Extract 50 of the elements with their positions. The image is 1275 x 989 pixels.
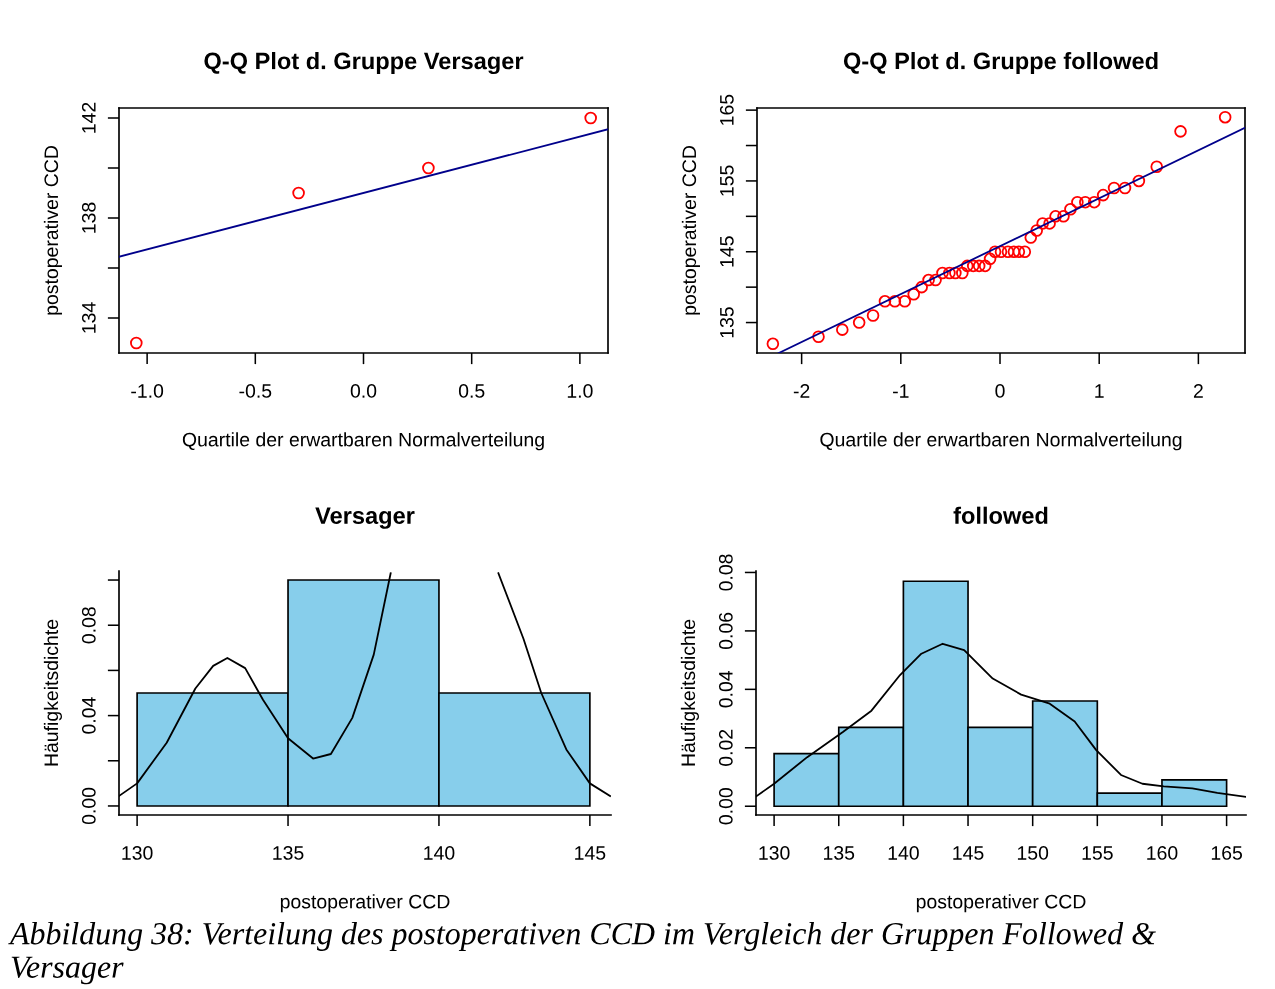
x-tick-label: 150 bbox=[1017, 846, 1049, 860]
x-axis-title: Quartile der erwartbaren Normalverteilung bbox=[820, 432, 1182, 451]
x-axis-title: postoperativer CCD bbox=[280, 894, 450, 913]
x-tick-label: 1 bbox=[1095, 384, 1104, 398]
x-tick-label: 135 bbox=[273, 846, 304, 860]
x-tick-label: 0 bbox=[995, 384, 1005, 398]
x-tick-label: 0.0 bbox=[350, 384, 377, 398]
y-tick-label: 145 bbox=[720, 236, 734, 267]
y-tick-label: 0.04 bbox=[718, 670, 733, 708]
x-tick-label: -1.0 bbox=[131, 384, 164, 398]
x-tick-label: 130 bbox=[122, 846, 153, 860]
x-tick-label: 165 bbox=[1211, 846, 1243, 860]
chart-title: Versager bbox=[315, 507, 415, 529]
x-tick-label: 2 bbox=[1193, 384, 1203, 398]
y-axis-title: Häufigkeitsdichte bbox=[43, 619, 62, 766]
x-axis-title: Quartile der erwartbaren Normalverteilung bbox=[182, 432, 544, 451]
text: Abbildung 38: Verteilung des postoperativen CCD im Vergleich der Gruppen Followed & Versager bbox=[8, 922, 1156, 985]
chart-title: Q-Q Plot d. Gruppe Versager bbox=[204, 52, 524, 75]
y-tick-label: 0.08 bbox=[718, 554, 733, 591]
y-tick-label: 0.06 bbox=[718, 612, 733, 650]
y-tick-label: 165 bbox=[719, 94, 734, 125]
y-tick-label: 155 bbox=[720, 165, 734, 196]
x-tick-label: 0.5 bbox=[458, 384, 485, 398]
x-tick-label: -0.5 bbox=[239, 384, 272, 398]
y-tick-label: 0.02 bbox=[718, 729, 733, 766]
y-tick-label: 0.04 bbox=[81, 697, 96, 734]
x-tick-label: 160 bbox=[1147, 846, 1178, 860]
x-tick-label: 155 bbox=[1082, 846, 1113, 860]
x-tick-label: 1.0 bbox=[567, 384, 593, 398]
x-tick-label: 140 bbox=[424, 846, 455, 860]
x-tick-label: 145 bbox=[953, 846, 984, 860]
y-axis-title: Häufigkeitsdichte bbox=[680, 619, 699, 766]
x-tick-label: -1 bbox=[893, 384, 909, 398]
x-tick-label: 135 bbox=[824, 846, 855, 860]
chart-title: followed bbox=[953, 506, 1048, 525]
x-tick-label: 145 bbox=[575, 846, 606, 860]
x-tick-label: 140 bbox=[888, 846, 919, 860]
y-tick-label: 0.00 bbox=[81, 787, 96, 825]
y-axis-title: postoperativer CCD bbox=[43, 146, 62, 315]
x-tick-label: 130 bbox=[759, 846, 790, 860]
chart-title: Q-Q Plot d. Gruppe followed bbox=[843, 52, 1158, 75]
y-tick-label: 135 bbox=[719, 307, 734, 338]
y-axis-title: postoperativer CCD bbox=[681, 146, 700, 315]
x-tick-label: -2 bbox=[793, 384, 810, 398]
y-tick-label: 0.00 bbox=[718, 788, 733, 825]
y-tick-label: 0.08 bbox=[81, 607, 96, 644]
y-tick-label: 138 bbox=[81, 202, 96, 233]
y-tick-label: 134 bbox=[81, 302, 96, 333]
y-tick-label: 142 bbox=[81, 102, 96, 133]
x-axis-title: postoperativer CCD bbox=[916, 894, 1086, 913]
